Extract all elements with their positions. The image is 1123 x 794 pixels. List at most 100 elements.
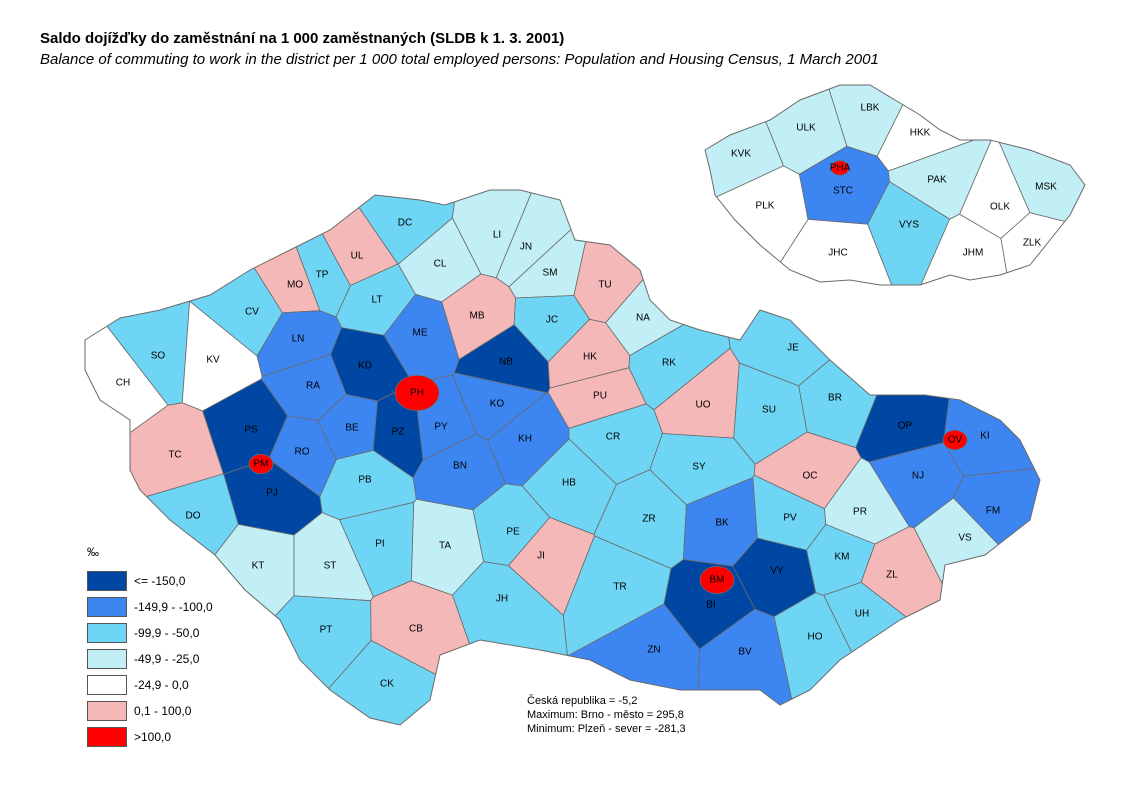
label-ji: JI xyxy=(537,551,545,562)
label-sm: SM xyxy=(543,268,558,279)
label-sy: SY xyxy=(692,462,706,473)
area-pm[interactable] xyxy=(248,453,274,474)
label-ko: KO xyxy=(490,399,505,410)
label-ra: RA xyxy=(306,381,320,392)
label-fm: FM xyxy=(986,506,1000,517)
maximum-value: Maximum: Brno - město = 295,8 xyxy=(527,709,684,721)
map-subtitle: Balance of commuting to work in the dist… xyxy=(40,51,879,68)
label-op: OP xyxy=(898,421,913,432)
label-kvk: KVK xyxy=(731,149,751,160)
legend-label: >100,0 xyxy=(134,729,172,744)
area-pha[interactable] xyxy=(830,160,850,176)
label-nb: NB xyxy=(499,357,513,368)
legend-swatch xyxy=(87,596,127,617)
label-cl: CL xyxy=(434,259,447,270)
label-mb: MB xyxy=(470,311,485,322)
label-kv: KV xyxy=(206,355,220,366)
label-vy: VY xyxy=(770,566,784,577)
legend-label: -24,9 - 0,0 xyxy=(134,677,189,692)
legend-swatch xyxy=(87,622,127,643)
label-pu: PU xyxy=(593,391,607,402)
label-uo: UO xyxy=(696,400,711,411)
legend-swatch xyxy=(87,674,127,695)
area-tu[interactable] xyxy=(573,170,740,324)
legend-item: <= -150,0 xyxy=(87,569,213,592)
legend-swatch xyxy=(87,726,127,747)
label-py: PY xyxy=(434,422,448,433)
label-ln: LN xyxy=(292,334,305,345)
area-bm[interactable] xyxy=(699,566,735,595)
label-jc: JC xyxy=(546,315,558,326)
legend-label: 0,1 - 100,0 xyxy=(134,703,192,718)
label-ck: CK xyxy=(380,679,394,690)
label-ho: HO xyxy=(808,632,823,643)
area-zlk[interactable] xyxy=(1000,212,1100,300)
label-hk: HK xyxy=(583,352,597,363)
label-olk: OLK xyxy=(990,202,1010,213)
label-msk: MSK xyxy=(1035,182,1057,193)
label-be: BE xyxy=(345,423,359,434)
label-pv: PV xyxy=(783,513,797,524)
label-lt: LT xyxy=(372,295,383,306)
label-lbk: LBK xyxy=(861,103,880,114)
legend-label: -149,9 - -100,0 xyxy=(134,599,213,614)
label-pha: PHA xyxy=(830,163,851,174)
country-value: Česká republika = -5,2 xyxy=(527,695,638,707)
label-nj: NJ xyxy=(912,471,924,482)
legend-swatch xyxy=(87,648,127,669)
label-li: LI xyxy=(493,230,501,241)
label-bi: BI xyxy=(706,600,715,611)
statistics-note: Česká republika = -5,2 Maximum: Brno - m… xyxy=(527,694,686,736)
label-dc: DC xyxy=(398,218,412,229)
label-pt: PT xyxy=(320,625,333,636)
label-ki: KI xyxy=(980,431,989,442)
label-ul: UL xyxy=(351,251,364,262)
label-zr: ZR xyxy=(642,514,655,525)
label-pm: PM xyxy=(254,459,269,470)
label-kt: KT xyxy=(252,561,265,572)
label-tc: TC xyxy=(168,450,181,461)
label-mo: MO xyxy=(287,280,303,291)
label-uh: UH xyxy=(855,609,869,620)
label-pe: PE xyxy=(506,527,520,538)
legend-label: -49,9 - -25,0 xyxy=(134,651,200,666)
label-cr: CR xyxy=(606,432,620,443)
label-cb: CB xyxy=(409,624,423,635)
area-vs[interactable] xyxy=(913,497,1060,740)
area-ov[interactable] xyxy=(942,429,968,450)
legend-swatch xyxy=(87,570,127,591)
area-ph[interactable] xyxy=(394,374,440,411)
label-hb: HB xyxy=(562,478,576,489)
label-tu: TU xyxy=(598,280,611,291)
label-me: ME xyxy=(413,328,428,339)
label-kd: KD xyxy=(358,361,372,372)
map-title: Saldo dojížďky do zaměstnání na 1 000 za… xyxy=(40,30,565,47)
label-pb: PB xyxy=(358,475,372,486)
label-hkk: HKK xyxy=(910,128,931,139)
label-ro: RO xyxy=(295,447,310,458)
legend-item: -99,9 - -50,0 xyxy=(87,621,213,644)
label-zn: ZN xyxy=(647,645,660,656)
legend-item: -149,9 - -100,0 xyxy=(87,595,213,618)
legend: ‰ <= -150,0 -149,9 - -100,0 -99,9 - -50,0 -… xyxy=(87,545,213,751)
label-bm: BM xyxy=(710,575,725,586)
label-kh: KH xyxy=(518,434,532,445)
label-jhm: JHM xyxy=(963,248,984,259)
label-ps: PS xyxy=(244,425,258,436)
area-plk[interactable] xyxy=(690,165,809,300)
label-vs: VS xyxy=(958,533,972,544)
label-plk: PLK xyxy=(756,201,775,212)
label-na: NA xyxy=(636,313,650,324)
label-ch: CH xyxy=(116,378,130,389)
label-pi: PI xyxy=(375,539,384,550)
label-st: ST xyxy=(324,561,337,572)
legend-unit: ‰ xyxy=(87,545,99,559)
label-ulk: ULK xyxy=(796,123,816,134)
label-pr: PR xyxy=(853,507,867,518)
label-bv: BV xyxy=(738,647,752,658)
label-pak: PAK xyxy=(927,175,947,186)
label-km: KM xyxy=(835,552,850,563)
label-jhc: JHC xyxy=(828,248,847,259)
